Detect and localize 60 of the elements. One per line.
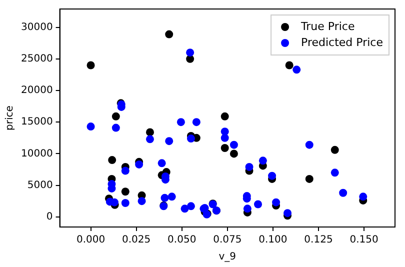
y-tick-label: 5000 xyxy=(27,180,53,191)
point xyxy=(339,188,348,197)
x-tick-label: 0.000 xyxy=(76,234,106,246)
y-tick-label: 30000 xyxy=(21,22,53,33)
point xyxy=(165,30,174,38)
point xyxy=(186,202,195,210)
y-tick-label: 10000 xyxy=(21,148,53,160)
point xyxy=(165,137,174,146)
point xyxy=(254,200,262,208)
point xyxy=(135,160,144,168)
point xyxy=(330,146,339,154)
point xyxy=(305,140,314,149)
point xyxy=(168,192,176,201)
y-tick-label: 25000 xyxy=(21,54,53,65)
point xyxy=(243,204,252,213)
point xyxy=(220,134,229,142)
point xyxy=(268,172,276,180)
point xyxy=(272,198,280,206)
point xyxy=(220,112,229,120)
point xyxy=(245,162,254,171)
point xyxy=(359,192,368,201)
x-tick-label: 0.050 xyxy=(168,234,196,246)
x-tick-label: 0.075 xyxy=(213,234,242,246)
x-tick-label: 0.125 xyxy=(304,234,333,246)
point xyxy=(230,140,238,149)
point xyxy=(138,197,146,206)
legend-label: Predicted Price xyxy=(301,36,384,49)
point xyxy=(305,174,314,183)
y-axis-title: price xyxy=(4,106,16,130)
point xyxy=(330,168,339,177)
point xyxy=(192,118,200,126)
x-tick-label: 0.100 xyxy=(258,234,288,246)
point xyxy=(220,144,229,152)
point xyxy=(230,150,238,158)
point xyxy=(121,188,130,196)
point xyxy=(176,118,185,126)
legend-label: True Price xyxy=(300,20,355,33)
point xyxy=(146,128,154,136)
point xyxy=(158,159,166,168)
point xyxy=(292,66,301,74)
point xyxy=(146,135,154,144)
y-tick-label: 0 xyxy=(46,211,53,222)
point xyxy=(186,48,194,57)
y-tick-label: 15000 xyxy=(21,116,53,128)
x-tick-label: 0.150 xyxy=(350,234,378,246)
point xyxy=(112,112,120,120)
point xyxy=(108,156,116,164)
point xyxy=(285,61,294,70)
point xyxy=(284,209,292,218)
point xyxy=(186,134,195,143)
x-axis-title: v_9 xyxy=(218,252,236,263)
point xyxy=(112,124,120,132)
point xyxy=(160,194,169,202)
point xyxy=(121,198,130,207)
point xyxy=(86,122,95,131)
point xyxy=(86,61,95,70)
point xyxy=(121,166,130,175)
y-tick-label: 20000 xyxy=(21,85,53,96)
x-tick-label: 0.025 xyxy=(122,234,151,246)
point xyxy=(258,156,267,165)
